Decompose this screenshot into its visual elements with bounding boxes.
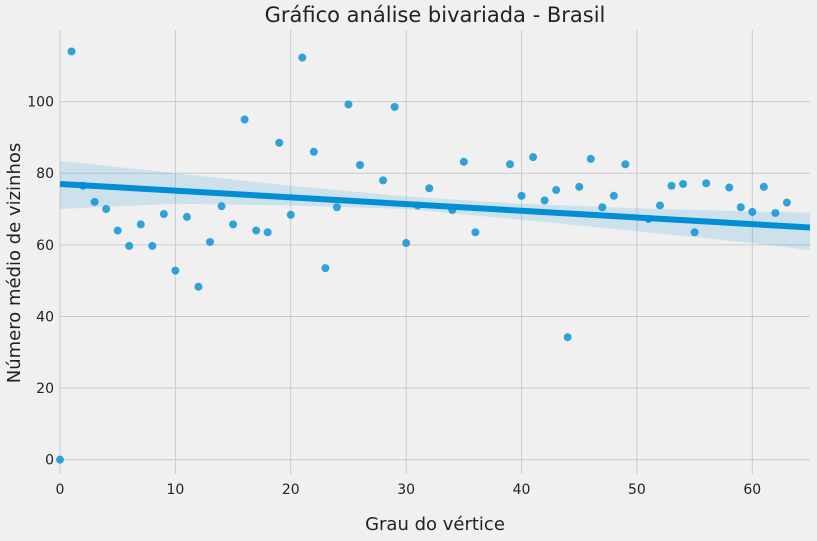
data-point [425, 184, 434, 193]
data-point [182, 212, 191, 221]
data-point [113, 226, 122, 235]
x-axis-label: Grau do vértice [365, 514, 505, 535]
y-tick-label: 0 [45, 453, 54, 469]
data-point [644, 215, 653, 224]
y-axis-label: Número médio de vizinhos [4, 143, 25, 384]
data-point [171, 266, 180, 275]
data-point [552, 186, 561, 195]
data-point [102, 205, 111, 214]
data-point [667, 181, 676, 190]
data-point [90, 197, 99, 206]
data-point [540, 196, 549, 205]
y-tick-label: 80 [36, 166, 54, 182]
data-point [379, 176, 388, 185]
x-tick-label: 10 [166, 482, 184, 498]
data-point [575, 182, 584, 191]
data-point [148, 241, 157, 250]
data-point [529, 153, 538, 162]
data-point [782, 198, 791, 207]
data-points [56, 47, 791, 464]
data-point [275, 138, 284, 147]
x-tick-label: 40 [513, 482, 531, 498]
data-point [656, 201, 664, 210]
y-tick-label: 100 [27, 95, 54, 111]
regression-line-path [59, 180, 811, 231]
chart-title: Gráfico análise bivariada - Brasil [265, 3, 606, 27]
data-point [771, 208, 780, 217]
data-point [252, 226, 261, 235]
data-point [206, 237, 214, 246]
grid [59, 30, 810, 474]
x-tick-label: 20 [282, 482, 300, 498]
data-point [263, 228, 272, 237]
data-point [517, 191, 526, 200]
x-tick-label: 50 [628, 482, 646, 498]
x-tick-label: 30 [397, 482, 415, 498]
y-tick-label: 40 [36, 309, 54, 325]
data-point [609, 191, 618, 200]
data-point [402, 239, 411, 248]
data-point [194, 282, 203, 291]
data-point [679, 179, 688, 188]
data-point [67, 47, 76, 56]
data-point [125, 241, 134, 250]
data-point [240, 115, 249, 124]
x-tick-label: 0 [56, 482, 65, 498]
data-point [471, 228, 480, 237]
data-point [159, 210, 168, 219]
data-point [356, 160, 364, 169]
y-tick-label: 20 [36, 381, 54, 397]
data-point [736, 203, 745, 212]
regression-line [59, 180, 811, 231]
data-point [725, 183, 734, 192]
data-point [390, 102, 399, 111]
data-point [321, 264, 330, 273]
data-point [459, 157, 468, 166]
data-point [598, 203, 607, 212]
data-point [702, 179, 711, 188]
data-point [332, 203, 341, 212]
data-point [748, 207, 757, 216]
data-point [56, 455, 64, 464]
data-point [448, 206, 457, 215]
data-point [759, 182, 768, 191]
y-tick-label: 60 [36, 238, 54, 254]
data-point [136, 220, 145, 229]
data-point [413, 201, 422, 210]
data-point [217, 202, 226, 211]
data-point [344, 100, 353, 109]
data-point [621, 160, 630, 169]
data-point [586, 154, 595, 163]
data-point [229, 220, 238, 229]
x-tick-label: 60 [743, 482, 761, 498]
data-point [79, 181, 88, 190]
data-point [309, 147, 318, 156]
data-point [298, 53, 307, 62]
data-point [506, 160, 514, 169]
data-point [286, 210, 295, 219]
tick-labels: 0 10 20 30 40 50 60 0 20 40 60 80 100 [27, 95, 761, 498]
data-point [690, 228, 699, 237]
data-point [563, 333, 572, 342]
